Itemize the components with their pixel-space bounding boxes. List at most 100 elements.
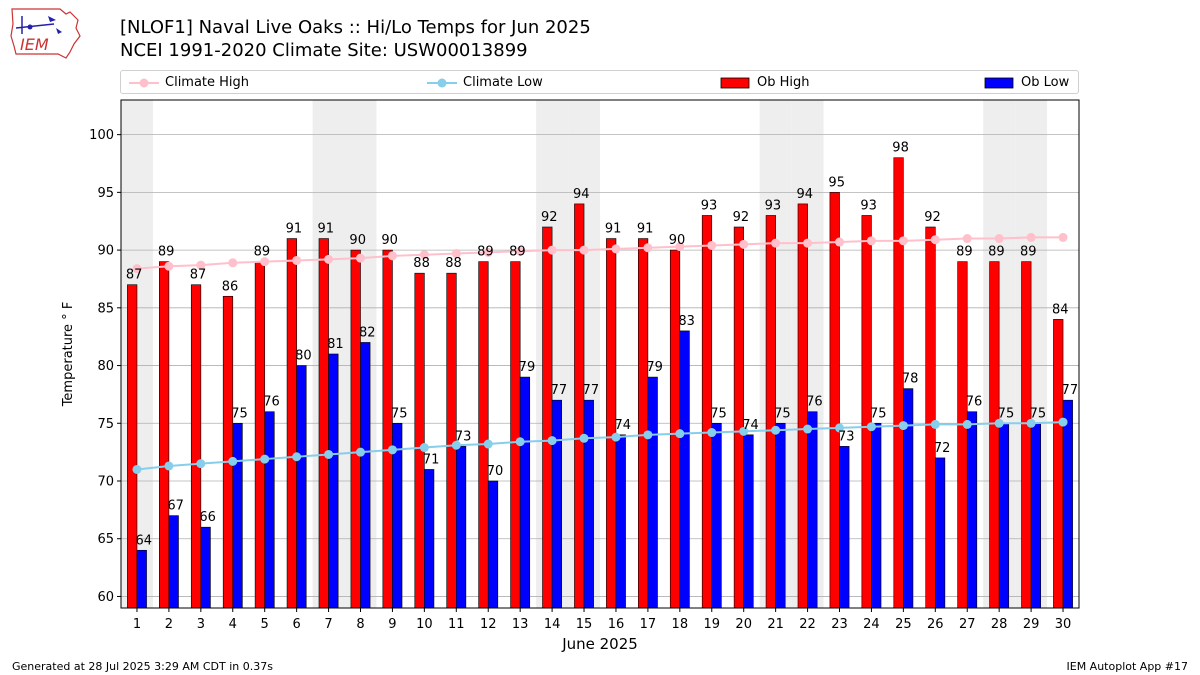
ob-high-label: 94	[573, 187, 590, 202]
climate-high-point	[930, 235, 940, 245]
weekend-shade	[791, 100, 824, 608]
climate-high-point	[356, 253, 365, 263]
ob-high-label: 90	[349, 233, 366, 248]
ob-high-label: 89	[477, 245, 494, 260]
climate-high-point	[803, 238, 813, 248]
ob-low-bar	[647, 376, 658, 609]
ob-high-label: 88	[413, 256, 430, 271]
ob-low-bar	[519, 376, 531, 609]
x-tick-label: 26	[927, 617, 944, 632]
ob-low-bar	[296, 365, 307, 609]
legend-label-ob-low: Ob Low	[1021, 75, 1070, 90]
ob-high-bar	[159, 261, 170, 609]
ob-high-label: 89	[509, 245, 526, 260]
y-tick-label: 90	[97, 244, 114, 259]
ob-high-label: 91	[286, 222, 303, 237]
ob-low-label: 75	[231, 406, 248, 421]
ob-high-label: 93	[765, 198, 782, 213]
ob-low-label: 70	[487, 464, 504, 479]
ob-high-bar	[797, 203, 808, 609]
x-tick-label: 29	[1023, 617, 1040, 632]
climate-low-point	[739, 426, 749, 436]
climate-low-line	[136, 421, 1064, 471]
chart-title: [NLOF1] Naval Live Oaks :: Hi/Lo Temps f…	[120, 17, 591, 38]
x-tick-label: 11	[448, 617, 465, 632]
ob-low-bar	[743, 434, 754, 609]
ob-low-bar	[168, 515, 179, 609]
x-tick-label: 15	[576, 617, 593, 632]
climate-low-point	[260, 454, 270, 464]
climate-low-point	[707, 428, 717, 438]
climate-low-point	[196, 459, 206, 469]
ob-low-label: 72	[934, 441, 951, 456]
climate-low-point	[771, 425, 781, 435]
climate-low-point	[419, 443, 429, 453]
ob-low-label: 83	[678, 314, 695, 329]
x-axis-label: June 2025	[561, 635, 638, 653]
x-tick-label: 2	[165, 617, 173, 632]
ob-high-bar	[606, 238, 617, 609]
ob-low-label: 73	[455, 429, 472, 444]
climate-high-point	[324, 254, 334, 264]
ob-high-bar	[957, 261, 968, 609]
climate-low-point	[547, 436, 557, 446]
x-tick-label: 30	[1055, 617, 1072, 632]
ob-low-label: 77	[551, 383, 568, 398]
climate-high-point	[643, 243, 653, 253]
climate-high-point	[132, 264, 142, 274]
climate-high-point	[483, 247, 493, 257]
ob-low-label: 75	[998, 406, 1015, 421]
weekend-shade	[536, 100, 569, 608]
ob-high-label: 89	[956, 245, 973, 260]
legend-label-climate-low: Climate Low	[463, 75, 543, 90]
logo-text: IEM	[20, 35, 49, 54]
ob-low-label: 75	[1030, 406, 1047, 421]
ob-high-bar	[1021, 261, 1032, 609]
x-tick-label: 16	[608, 617, 625, 632]
ob-high-bar	[254, 261, 265, 609]
ob-low-label: 73	[838, 429, 855, 444]
climate-high-point	[387, 251, 397, 261]
climate-high-point	[707, 240, 717, 250]
y-tick-label: 65	[97, 532, 114, 547]
ob-low-bar	[711, 422, 722, 609]
climate-high-point	[579, 245, 589, 255]
ob-high-bar	[446, 272, 457, 609]
ob-high-bar	[286, 238, 297, 609]
ob-low-label: 75	[710, 406, 727, 421]
climate-high-point	[1026, 232, 1036, 242]
ob-low-bar	[136, 549, 147, 609]
x-tick-label: 23	[831, 617, 848, 632]
ob-low-bar	[232, 422, 243, 609]
ob-high-bar	[414, 272, 425, 609]
climate-low-point	[579, 433, 589, 443]
ob-high-label: 90	[381, 233, 398, 248]
ob-high-label: 93	[860, 198, 877, 213]
legend: Climate High Climate Low Ob High Ob Low	[120, 70, 1079, 94]
ob-high-bar	[893, 157, 904, 609]
ob-low-label: 71	[423, 452, 440, 467]
x-tick-label: 24	[863, 617, 880, 632]
ob-high-label: 91	[318, 222, 335, 237]
ob-low-label: 66	[199, 510, 216, 525]
climate-high-point	[771, 238, 781, 248]
ob-high-label: 88	[445, 256, 462, 271]
climate-low-point	[994, 418, 1004, 428]
ob-low-bar	[903, 388, 914, 609]
ob-high-bar	[733, 226, 744, 609]
ob-low-label: 74	[614, 418, 631, 433]
ob-low-bar	[1030, 422, 1041, 609]
y-tick-label: 85	[97, 301, 114, 316]
climate-high-point	[260, 257, 270, 267]
climate-high-point	[1058, 232, 1068, 242]
climate-low-point	[164, 461, 174, 471]
ob-high-label: 87	[190, 268, 207, 283]
ob-low-bar	[424, 469, 435, 609]
x-tick-label: 10	[416, 617, 433, 632]
climate-high-point	[866, 236, 876, 246]
climate-low-point	[228, 456, 238, 466]
ob-low-bar	[455, 446, 467, 609]
climate-low-point	[803, 424, 813, 434]
ob-low-bar	[328, 353, 339, 609]
x-tick-label: 18	[672, 617, 689, 632]
